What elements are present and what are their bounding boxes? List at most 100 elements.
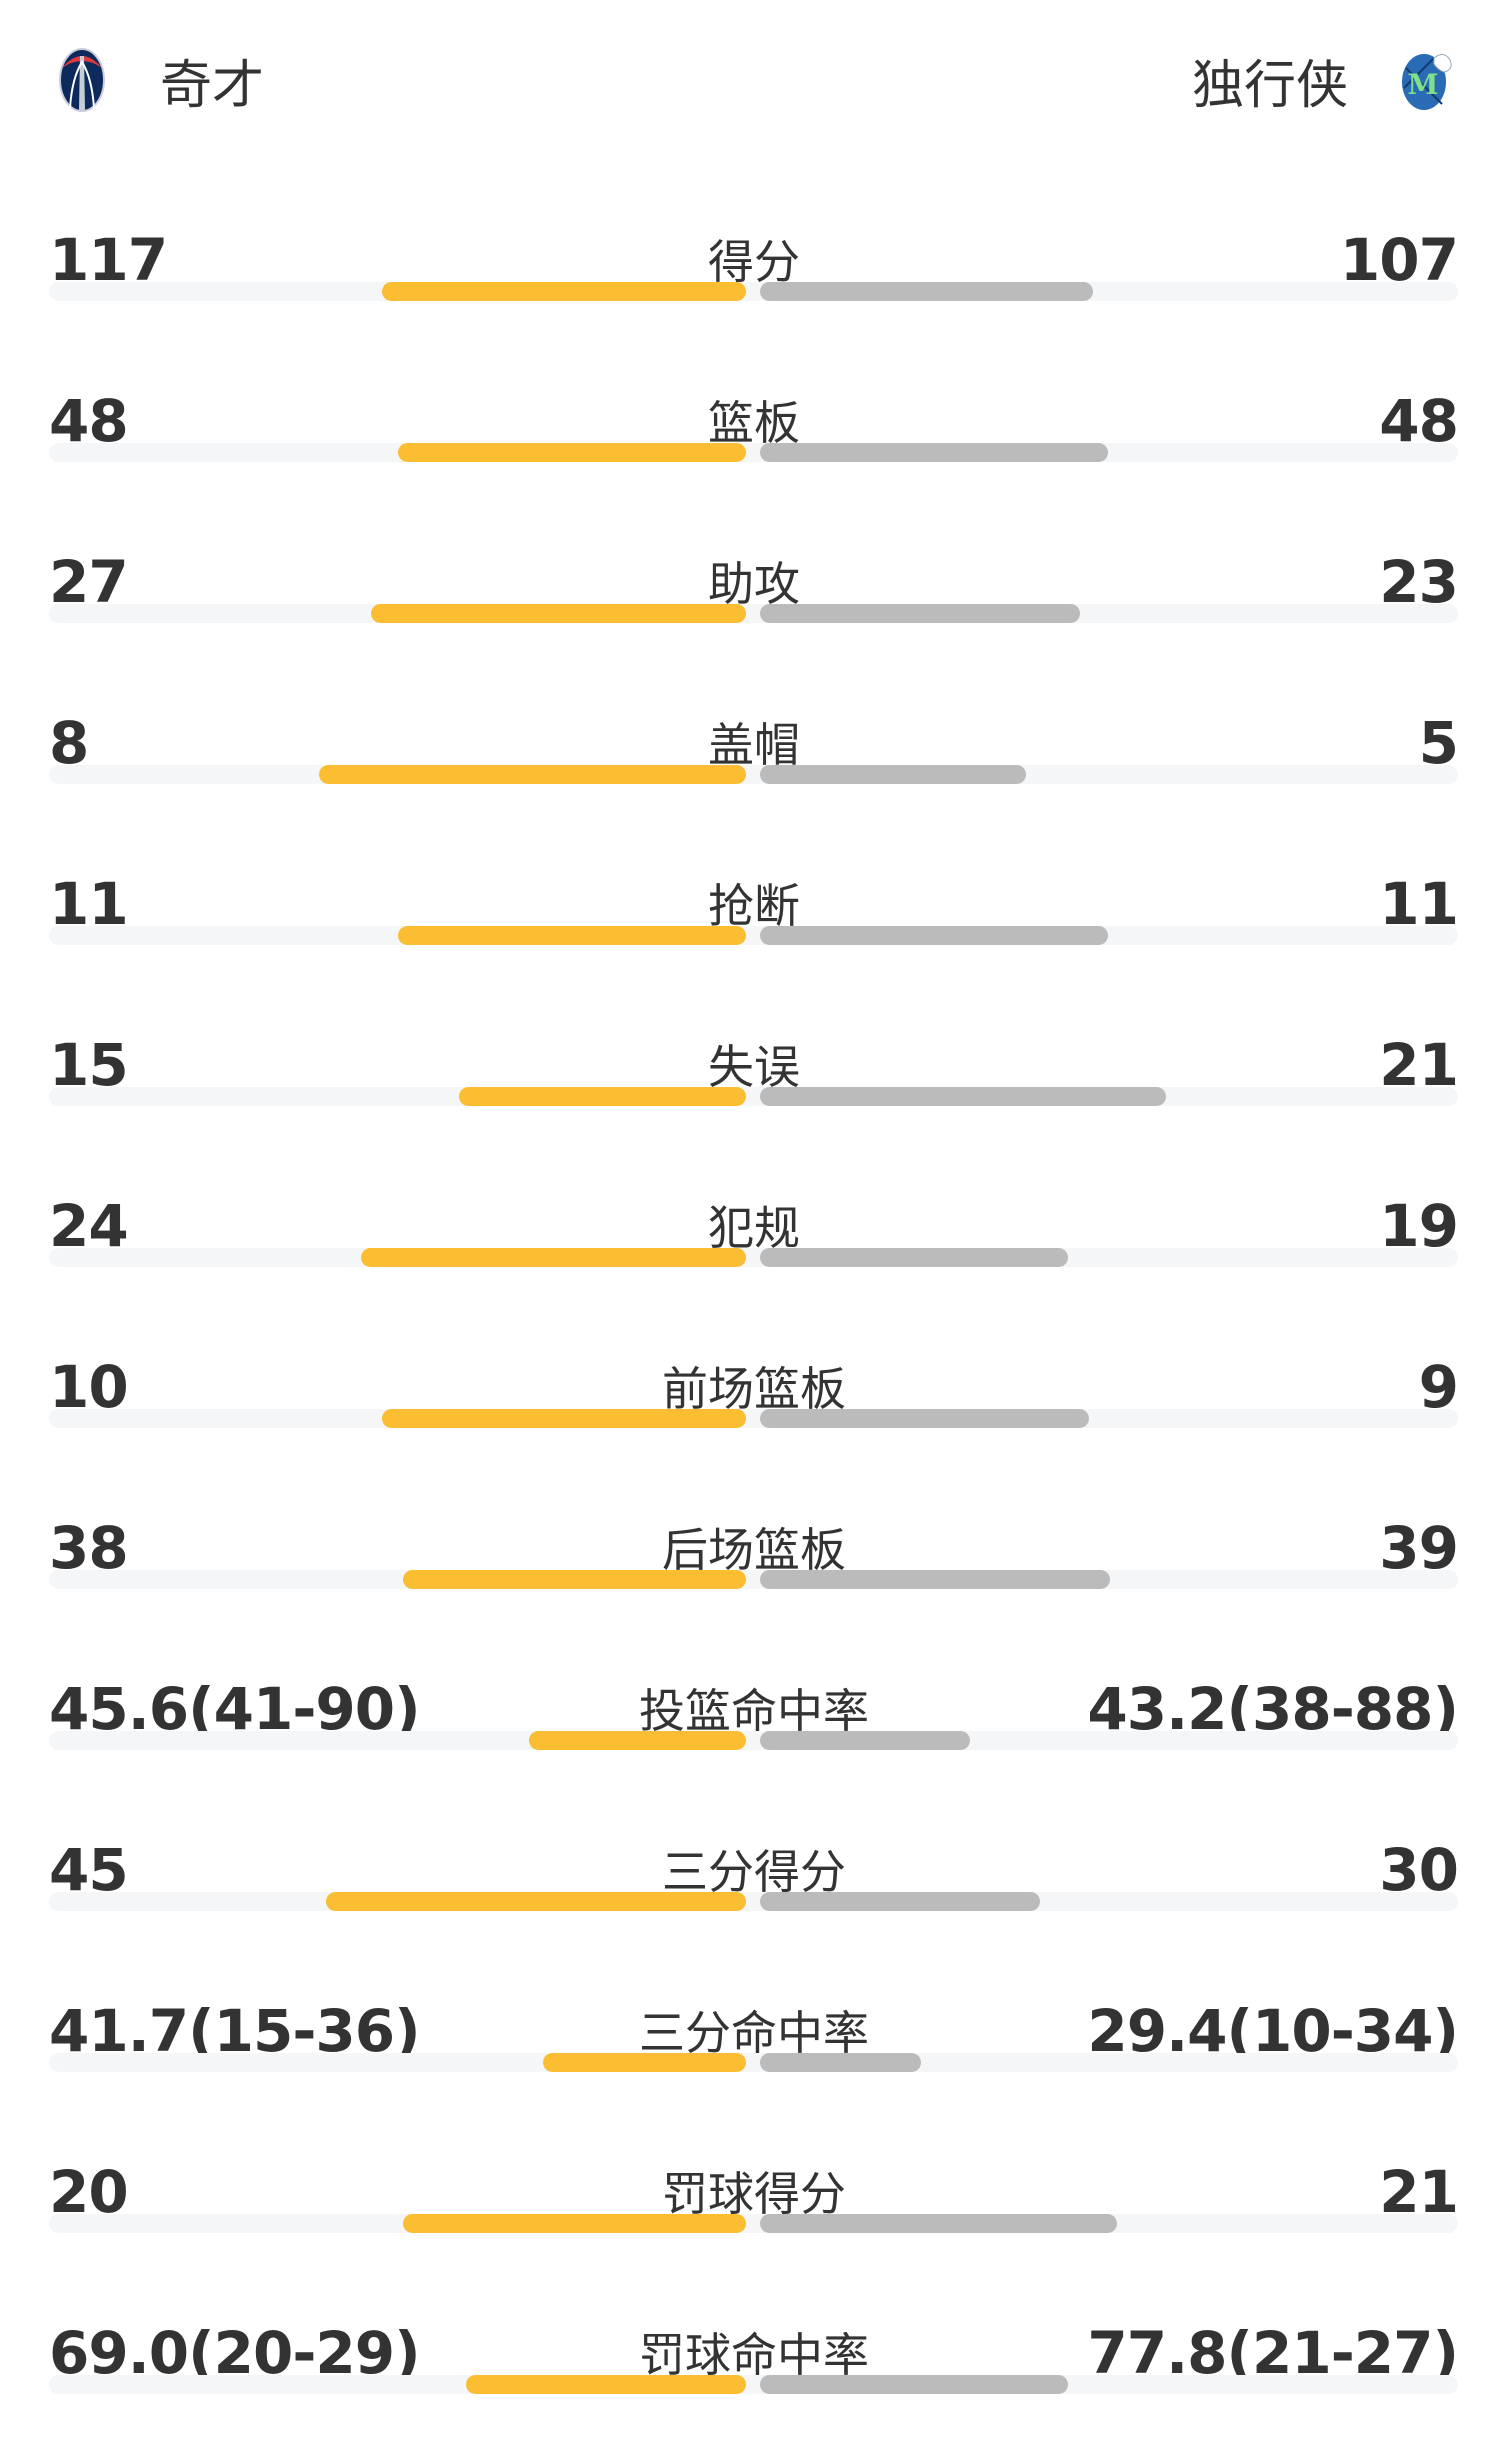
home-stat-value: 24 [49,1192,129,1260]
stat-row: 48 篮板 48 [0,351,1500,512]
home-stat-bar [398,926,746,945]
home-stat-bar [370,604,746,623]
home-stat-bar [543,2053,746,2072]
stat-row: 8 盖帽 5 [0,673,1500,834]
away-stat-bar [760,1731,970,1750]
stat-bar-track [49,1248,1458,1267]
svg-text:M: M [1408,68,1439,101]
home-stat-bar [466,2375,746,2394]
stat-label: 罚球命中率 [639,2328,869,2382]
home-stat-bar [403,2214,746,2233]
away-stat-value: 29.4(10-34) [1087,1997,1459,2065]
stat-label: 助攻 [708,557,800,611]
mavericks-logo-icon: M [1402,54,1452,110]
home-stat-bar [403,1570,746,1589]
stat-label: 投篮命中率 [639,1684,869,1738]
stat-bar-track [49,282,1458,301]
home-stat-bar [361,1248,746,1267]
wizards-logo-icon [59,48,105,112]
stat-label: 前场篮板 [662,1362,846,1416]
home-stat-value: 38 [49,1514,129,1582]
away-stat-value: 5 [1418,709,1459,777]
away-stat-value: 30 [1379,1836,1459,1904]
away-stat-value: 11 [1379,870,1459,938]
away-stat-value: 48 [1379,387,1459,455]
stat-bar-track [49,926,1458,945]
stat-label: 犯规 [708,1201,800,1255]
stat-row: 38 后场篮板 39 [0,1478,1500,1639]
away-stat-value: 23 [1379,548,1459,616]
away-stat-bar [760,443,1108,462]
home-stat-bar [319,765,746,784]
stat-row: 24 犯规 19 [0,1156,1500,1317]
away-team-name: 独行侠 [1191,55,1348,116]
home-stat-value: 45 [49,1836,129,1904]
stat-bar-track [49,2375,1458,2394]
away-stat-bar [760,765,1026,784]
stat-label: 盖帽 [708,718,800,772]
home-team[interactable]: 奇才 [50,48,264,116]
stat-row: 45 三分得分 30 [0,1800,1500,1961]
stat-label: 得分 [708,235,800,289]
stat-bar-track [49,765,1458,784]
home-stat-bar [326,1892,746,1911]
stat-bar-track [49,1570,1458,1589]
away-stat-bar [760,1248,1068,1267]
home-stat-value: 15 [49,1031,129,1099]
stat-row: 11 抢断 11 [0,834,1500,995]
home-stat-bar [398,443,746,462]
home-stat-bar [382,282,746,301]
team-header: 奇才 独行侠 M [0,0,1500,160]
away-stat-bar [760,604,1080,623]
stat-label: 抢断 [708,879,800,933]
home-stat-bar [382,1409,746,1428]
home-team-name: 奇才 [160,55,265,116]
away-stat-value: 21 [1379,2158,1459,2226]
away-stat-bar [760,1570,1110,1589]
away-stat-value: 21 [1379,1031,1459,1099]
away-stat-bar [760,1409,1089,1428]
away-stat-value: 9 [1418,1353,1459,1421]
home-stat-value: 69.0(20-29) [49,2319,421,2387]
away-team[interactable]: 独行侠 M [1192,50,1458,116]
stat-label: 罚球得分 [662,2167,846,2221]
stat-row: 45.6(41-90) 投篮命中率 43.2(38-88) [0,1639,1500,1800]
stat-row: 117 得分 107 [0,190,1500,351]
stat-row: 69.0(20-29) 罚球命中率 77.8(21-27) [0,2283,1500,2444]
stat-row: 10 前场篮板 9 [0,1317,1500,1478]
home-stat-value: 48 [49,387,129,455]
away-stat-bar [760,1087,1166,1106]
home-stat-value: 10 [49,1353,129,1421]
away-stat-value: 77.8(21-27) [1087,2319,1459,2387]
stat-row: 15 失误 21 [0,995,1500,1156]
stat-bar-track [49,2214,1458,2233]
stat-label: 后场篮板 [662,1523,846,1577]
away-stat-value: 19 [1379,1192,1459,1260]
away-stat-bar [760,1892,1040,1911]
away-stat-bar [760,926,1108,945]
away-stat-bar [760,2375,1068,2394]
away-stat-value: 43.2(38-88) [1087,1675,1459,1743]
home-stat-value: 11 [49,870,129,938]
stat-label: 三分得分 [662,1845,846,1899]
stat-row: 20 罚球得分 21 [0,2122,1500,2283]
stat-bar-track [49,1731,1458,1750]
home-stat-value: 27 [49,548,129,616]
stat-label: 失误 [708,1040,800,1094]
home-stat-value: 20 [49,2158,129,2226]
stat-label: 三分命中率 [639,2006,869,2060]
home-stat-value: 117 [49,226,168,294]
away-stat-value: 39 [1379,1514,1459,1582]
stat-bar-track [49,1087,1458,1106]
away-stat-bar [760,282,1093,301]
stat-bar-track [49,604,1458,623]
stat-row: 27 助攻 23 [0,512,1500,673]
stat-bar-track [49,1409,1458,1428]
home-stat-value: 45.6(41-90) [49,1675,421,1743]
away-stat-value: 107 [1339,226,1459,294]
stat-bar-track [49,2053,1458,2072]
home-stat-value: 8 [49,709,89,777]
home-stat-bar [529,1731,746,1750]
away-stat-bar [760,2053,921,2072]
stat-bar-track [49,443,1458,462]
